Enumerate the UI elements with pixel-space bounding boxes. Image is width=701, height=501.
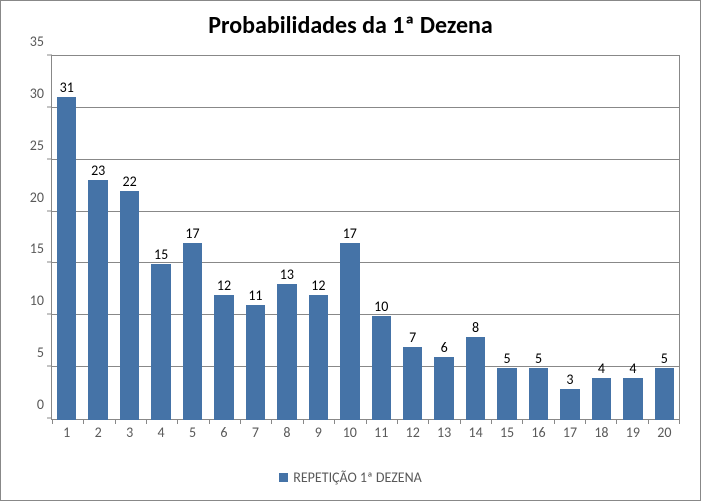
bar: 7 [403,347,423,420]
bar-slot: 117 [240,55,271,420]
bar-slot: 311 [51,55,82,420]
x-tick-label: 10 [343,420,357,440]
plot-area: 05101520253035 3112322231541751261171381… [51,55,680,420]
bar-data-label: 10 [374,300,388,316]
x-tick-label: 9 [315,420,322,440]
x-tick-label: 17 [563,420,577,440]
bar-slot: 126 [208,55,239,420]
bar: 3 [560,389,580,420]
bar-slot: 1710 [334,55,365,420]
bar: 22 [120,191,140,420]
y-tick-label: 30 [30,87,52,101]
bar-slot: 516 [523,55,554,420]
bar-data-label: 5 [535,352,542,368]
y-tick-label: 25 [30,139,52,153]
bar: 12 [214,295,234,420]
bar-slot: 515 [491,55,522,420]
x-tick-label: 20 [657,420,671,440]
bar-data-label: 7 [409,331,416,347]
bar-data-label: 23 [91,164,105,180]
bar-slot: 418 [586,55,617,420]
bar: 8 [466,337,486,420]
bar-slot: 613 [428,55,459,420]
chart-container: Probabilidades da 1ª Dezena 051015202530… [0,0,701,501]
bar: 5 [655,368,675,420]
bar-data-label: 4 [629,362,636,378]
bar: 4 [623,378,643,420]
x-tick-label: 18 [594,420,608,440]
bar-data-label: 4 [598,362,605,378]
bar: 15 [151,264,171,420]
bar-slot: 317 [554,55,585,420]
bar: 13 [277,284,297,420]
bar: 4 [592,378,612,420]
x-tick-label: 16 [531,420,545,440]
bar-slot: 223 [114,55,145,420]
bar-slot: 419 [617,55,648,420]
bar: 23 [88,180,108,420]
y-tick-label: 35 [30,35,52,49]
bar-slot: 154 [145,55,176,420]
bar-slot: 814 [460,55,491,420]
bar-data-label: 6 [441,341,448,357]
x-tick-label: 2 [95,420,102,440]
y-tick-label: 5 [37,346,52,360]
legend-label: REPETIÇÃO 1ª DEZENA [293,469,422,486]
x-tick-label: 8 [283,420,290,440]
bar-data-label: 31 [60,81,74,97]
x-tick-label: 1 [63,420,70,440]
bar: 6 [434,357,454,420]
x-tick-label: 15 [500,420,514,440]
x-tick-label: 11 [374,420,388,440]
bar-slot: 520 [649,55,680,420]
bars-group: 3112322231541751261171381291710101171261… [51,55,680,420]
bar-data-label: 22 [123,175,137,191]
bar: 5 [529,368,549,420]
bar-slot: 129 [303,55,334,420]
bar-slot: 712 [397,55,428,420]
x-tick-label: 7 [252,420,259,440]
bar-slot: 175 [177,55,208,420]
y-tick-label: 10 [30,294,52,308]
bar-data-label: 13 [280,268,294,284]
x-tick-label: 3 [126,420,133,440]
bar-data-label: 15 [154,248,168,264]
legend-swatch [279,473,288,482]
bar-data-label: 17 [343,227,357,243]
bar-data-label: 3 [566,373,573,389]
y-tick-label: 15 [30,242,52,256]
bar: 17 [183,243,203,420]
x-tick-label: 4 [158,420,165,440]
bar: 10 [372,316,392,420]
chart-title: Probabilidades da 1ª Dezena [1,1,700,44]
bar-slot: 1011 [366,55,397,420]
y-tick-label: 20 [30,191,52,205]
bar-slot: 138 [271,55,302,420]
x-tick-label: 6 [220,420,227,440]
bar-data-label: 12 [217,279,231,295]
legend: REPETIÇÃO 1ª DEZENA [1,469,700,486]
x-tick-label: 12 [406,420,420,440]
bar-data-label: 12 [311,279,325,295]
bar-data-label: 17 [185,227,199,243]
y-tick-label: 0 [37,398,52,412]
x-tick-label: 14 [469,420,483,440]
bar-data-label: 5 [661,352,668,368]
bar: 11 [246,305,266,420]
x-tick-label: 5 [189,420,196,440]
bar-data-label: 5 [504,352,511,368]
bar: 5 [497,368,517,420]
bar: 12 [309,295,329,420]
bar: 17 [340,243,360,420]
bar-data-label: 8 [472,321,479,337]
bar-data-label: 11 [248,289,262,305]
bar-slot: 232 [82,55,113,420]
x-tick-label: 13 [437,420,451,440]
bar: 31 [57,97,77,420]
x-tick-label: 19 [626,420,640,440]
